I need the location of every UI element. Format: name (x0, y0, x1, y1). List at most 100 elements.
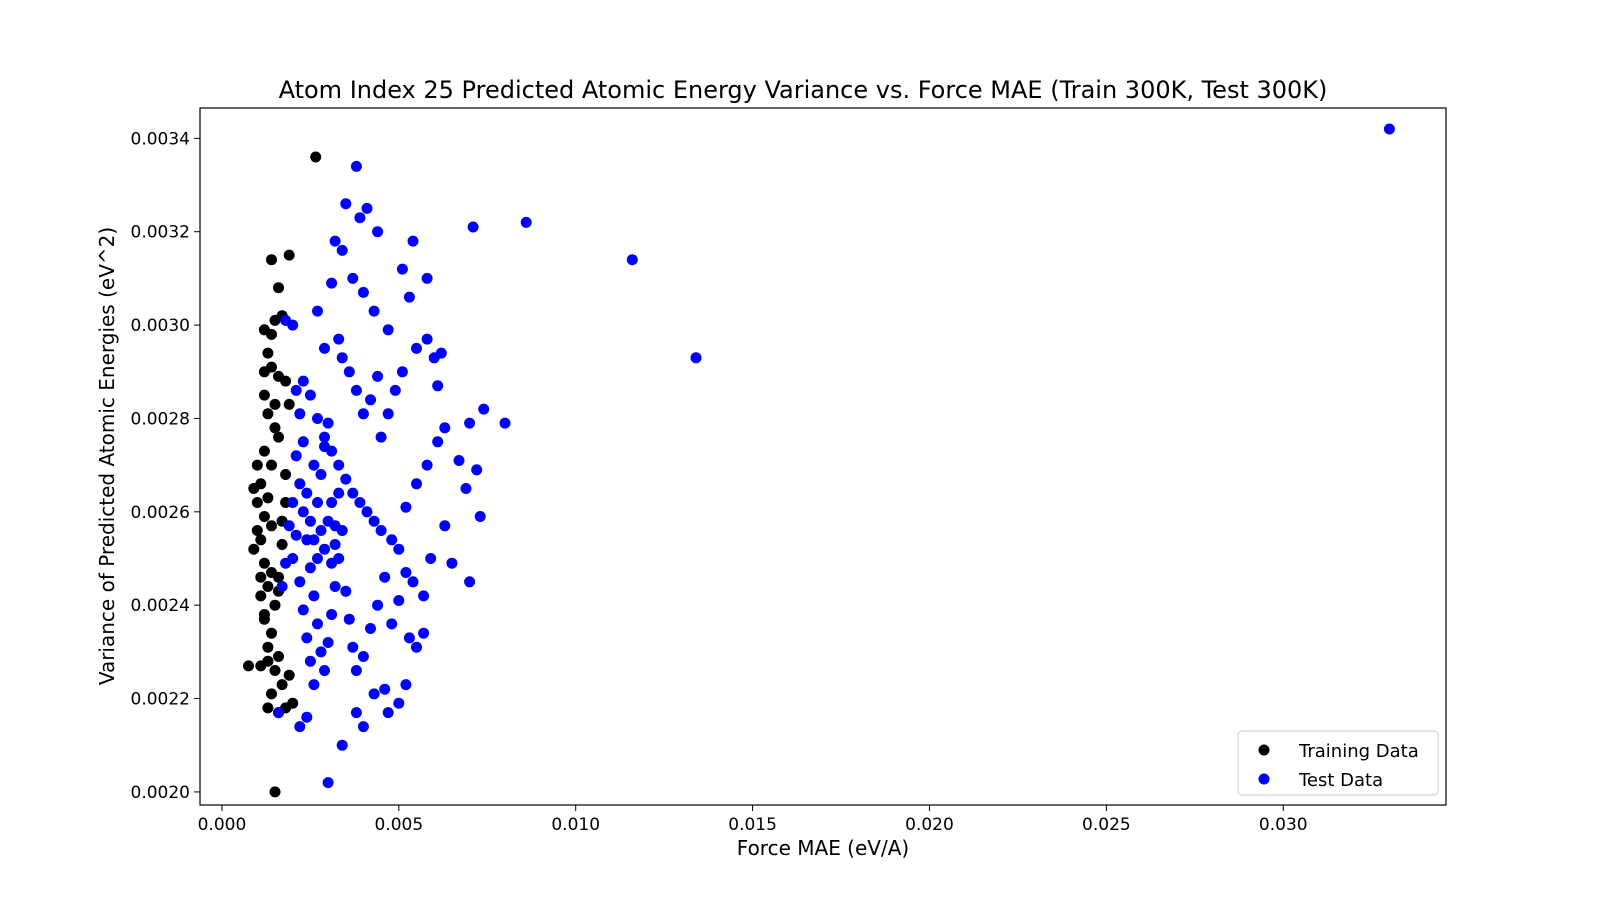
data-point (248, 543, 260, 555)
data-point (350, 384, 362, 396)
data-point (312, 618, 323, 630)
data-point (326, 497, 338, 508)
data-point (297, 375, 309, 387)
data-point (435, 347, 447, 359)
data-point (312, 413, 323, 424)
data-point (361, 202, 373, 214)
data-point (262, 347, 274, 359)
data-point (357, 286, 369, 298)
data-point (354, 212, 366, 224)
data-point (432, 380, 444, 392)
data-point (258, 445, 270, 457)
data-point (297, 506, 309, 518)
x-axis-label: Force MAE (eV/A) (737, 836, 909, 860)
data-point (269, 665, 281, 676)
data-point (361, 506, 373, 518)
data-point (248, 483, 260, 494)
data-point (343, 613, 355, 625)
x-tick-label: 0.005 (374, 815, 423, 835)
data-point (478, 403, 490, 415)
legend: Training Data Test Data (1237, 730, 1439, 796)
data-point (322, 515, 334, 527)
data-point (258, 389, 270, 401)
data-point (255, 571, 267, 583)
data-point (283, 398, 295, 410)
data-point (251, 459, 263, 471)
x-tick-label: 0.010 (551, 815, 600, 835)
data-point (262, 492, 274, 504)
data-point (258, 609, 270, 620)
data-point (304, 515, 316, 527)
data-point (464, 576, 476, 588)
legend-label-training: Training Data (1298, 741, 1419, 762)
data-point (333, 487, 345, 499)
data-point (287, 497, 299, 508)
data-point (382, 408, 394, 420)
data-point (333, 459, 345, 471)
data-point (294, 408, 306, 420)
data-point (273, 707, 284, 719)
data-point (400, 679, 412, 691)
data-point (319, 441, 330, 452)
data-point (304, 562, 316, 574)
data-point (273, 651, 284, 662)
data-point (262, 408, 274, 420)
data-point (266, 688, 277, 700)
data-point (294, 721, 306, 733)
data-point (382, 324, 394, 336)
data-point (304, 655, 316, 667)
data-point (499, 417, 511, 429)
data-point (273, 431, 284, 443)
data-point (262, 702, 274, 714)
data-point (276, 679, 288, 691)
data-point (626, 254, 638, 266)
data-point (287, 697, 299, 709)
data-point (266, 361, 277, 373)
data-point (340, 585, 352, 597)
data-point (357, 408, 369, 420)
series-test (273, 123, 1395, 789)
data-point (382, 707, 394, 719)
data-point (322, 777, 334, 789)
data-point (280, 557, 292, 569)
data-point (319, 665, 330, 676)
data-point (329, 235, 341, 247)
data-point (375, 525, 387, 536)
data-point (266, 520, 277, 532)
data-point (290, 529, 302, 541)
data-point (304, 389, 316, 401)
data-point (421, 333, 433, 345)
data-point (453, 455, 465, 466)
data-point (393, 697, 405, 709)
data-point (326, 557, 338, 569)
data-point (418, 627, 430, 639)
data-point (266, 627, 277, 639)
x-tick-label: 0.030 (1259, 815, 1308, 835)
data-point (474, 511, 486, 522)
data-point (308, 534, 320, 546)
data-point (243, 660, 254, 672)
data-point (312, 497, 323, 508)
data-point (421, 459, 433, 471)
data-point (308, 459, 320, 471)
data-point (350, 707, 362, 719)
data-point (350, 665, 362, 676)
data-point (273, 282, 284, 294)
data-point (283, 669, 295, 681)
data-point (308, 679, 320, 691)
data-point (280, 375, 292, 387)
data-point (389, 384, 401, 396)
data-point (396, 366, 408, 378)
data-point (467, 221, 479, 233)
data-point (411, 342, 422, 354)
data-point (407, 235, 419, 247)
data-point (329, 539, 341, 550)
data-point (269, 786, 281, 798)
data-point (446, 557, 458, 569)
data-point (372, 370, 384, 382)
data-point (258, 511, 270, 522)
y-tick-label: 0.0020 (131, 783, 190, 803)
data-point (690, 352, 702, 364)
